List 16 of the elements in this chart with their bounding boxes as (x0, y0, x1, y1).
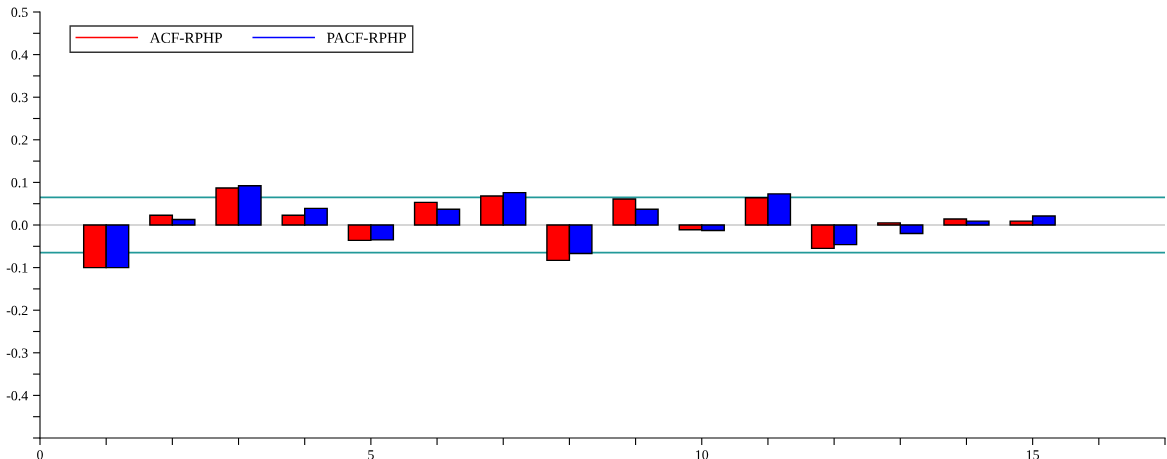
y-tick-label: 0.3 (11, 92, 28, 103)
x-tick-label: 15 (1026, 450, 1040, 459)
y-tick-label: 0.2 (11, 135, 28, 145)
x-tick-label: 0 (37, 450, 43, 459)
legend-label: ACF-RPHP (149, 32, 222, 43)
x-tick-label: 5 (368, 450, 374, 459)
y-tick-label: -0.3 (6, 348, 28, 358)
y-tick-label: 0.1 (11, 177, 28, 188)
legend-label: PACF-RPHP (326, 32, 407, 43)
x-tick-label: 10 (696, 450, 709, 459)
y-tick-label: 0.5 (11, 7, 28, 18)
y-tick-label: -0.2 (6, 305, 28, 316)
y-tick-label: 0.4 (11, 50, 28, 60)
y-tick-label: -0.4 (6, 390, 28, 401)
y-tick-label: -0.1 (6, 263, 28, 273)
y-tick-label: 0.0 (11, 220, 28, 231)
